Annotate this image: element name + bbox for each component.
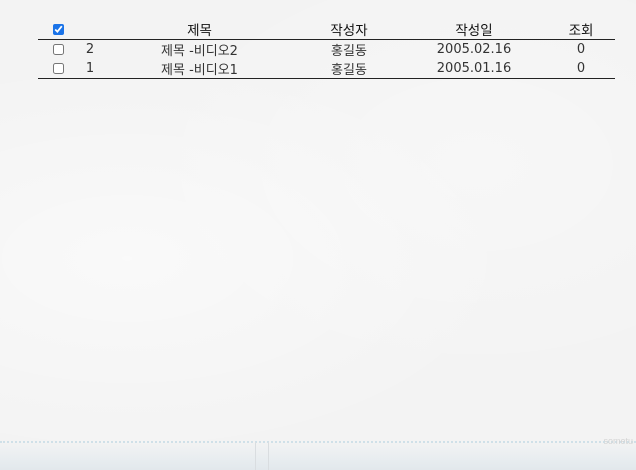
- row-select-cell: [38, 59, 78, 79]
- table-header: 제목 작성자 작성일 조회: [38, 19, 615, 40]
- date-column-header: 작성일: [455, 23, 493, 39]
- watermark-logo: sometu: [603, 436, 633, 446]
- post-number: 1: [85, 61, 95, 76]
- select-all-cell: [38, 19, 78, 40]
- post-views: 0: [576, 61, 586, 76]
- post-date: 2005.01.16: [436, 61, 512, 76]
- post-title-link[interactable]: 제목 -비디오2: [161, 44, 238, 59]
- post-date: 2005.02.16: [436, 42, 512, 57]
- views-column-header: 조회: [568, 23, 594, 39]
- post-author-link[interactable]: 홍길동: [331, 44, 367, 59]
- board-list-table: 제목 작성자 작성일 조회 2 제목 -비디오2 홍길동 2005.02.16 …: [38, 19, 615, 79]
- footer-band: [0, 442, 636, 470]
- title-column-header: 제목: [187, 23, 212, 39]
- post-number: 2: [85, 42, 95, 57]
- post-title-link[interactable]: 제목 -비디오1: [161, 63, 238, 78]
- row-select-cell: [38, 40, 78, 60]
- table-header-row: 제목 작성자 작성일 조회: [38, 19, 615, 40]
- post-views: 0: [576, 42, 586, 57]
- number-column-header: [78, 19, 102, 40]
- row-checkbox[interactable]: [52, 63, 64, 74]
- post-author-cell: 홍길동: [297, 59, 401, 79]
- table-row: 1 제목 -비디오1 홍길동 2005.01.16 0: [38, 59, 615, 79]
- footer-divider: [268, 442, 269, 470]
- select-all-checkbox[interactable]: [52, 23, 64, 35]
- row-checkbox[interactable]: [52, 44, 64, 55]
- footer-divider: [255, 442, 256, 470]
- post-author-cell: 홍길동: [297, 40, 401, 59]
- table-body: 2 제목 -비디오2 홍길동 2005.02.16 0 1 제목 -비디오1 홍…: [38, 40, 615, 79]
- author-column-header: 작성자: [330, 23, 368, 39]
- table-row: 2 제목 -비디오2 홍길동 2005.02.16 0: [38, 40, 615, 60]
- post-author-link[interactable]: 홍길동: [331, 63, 367, 78]
